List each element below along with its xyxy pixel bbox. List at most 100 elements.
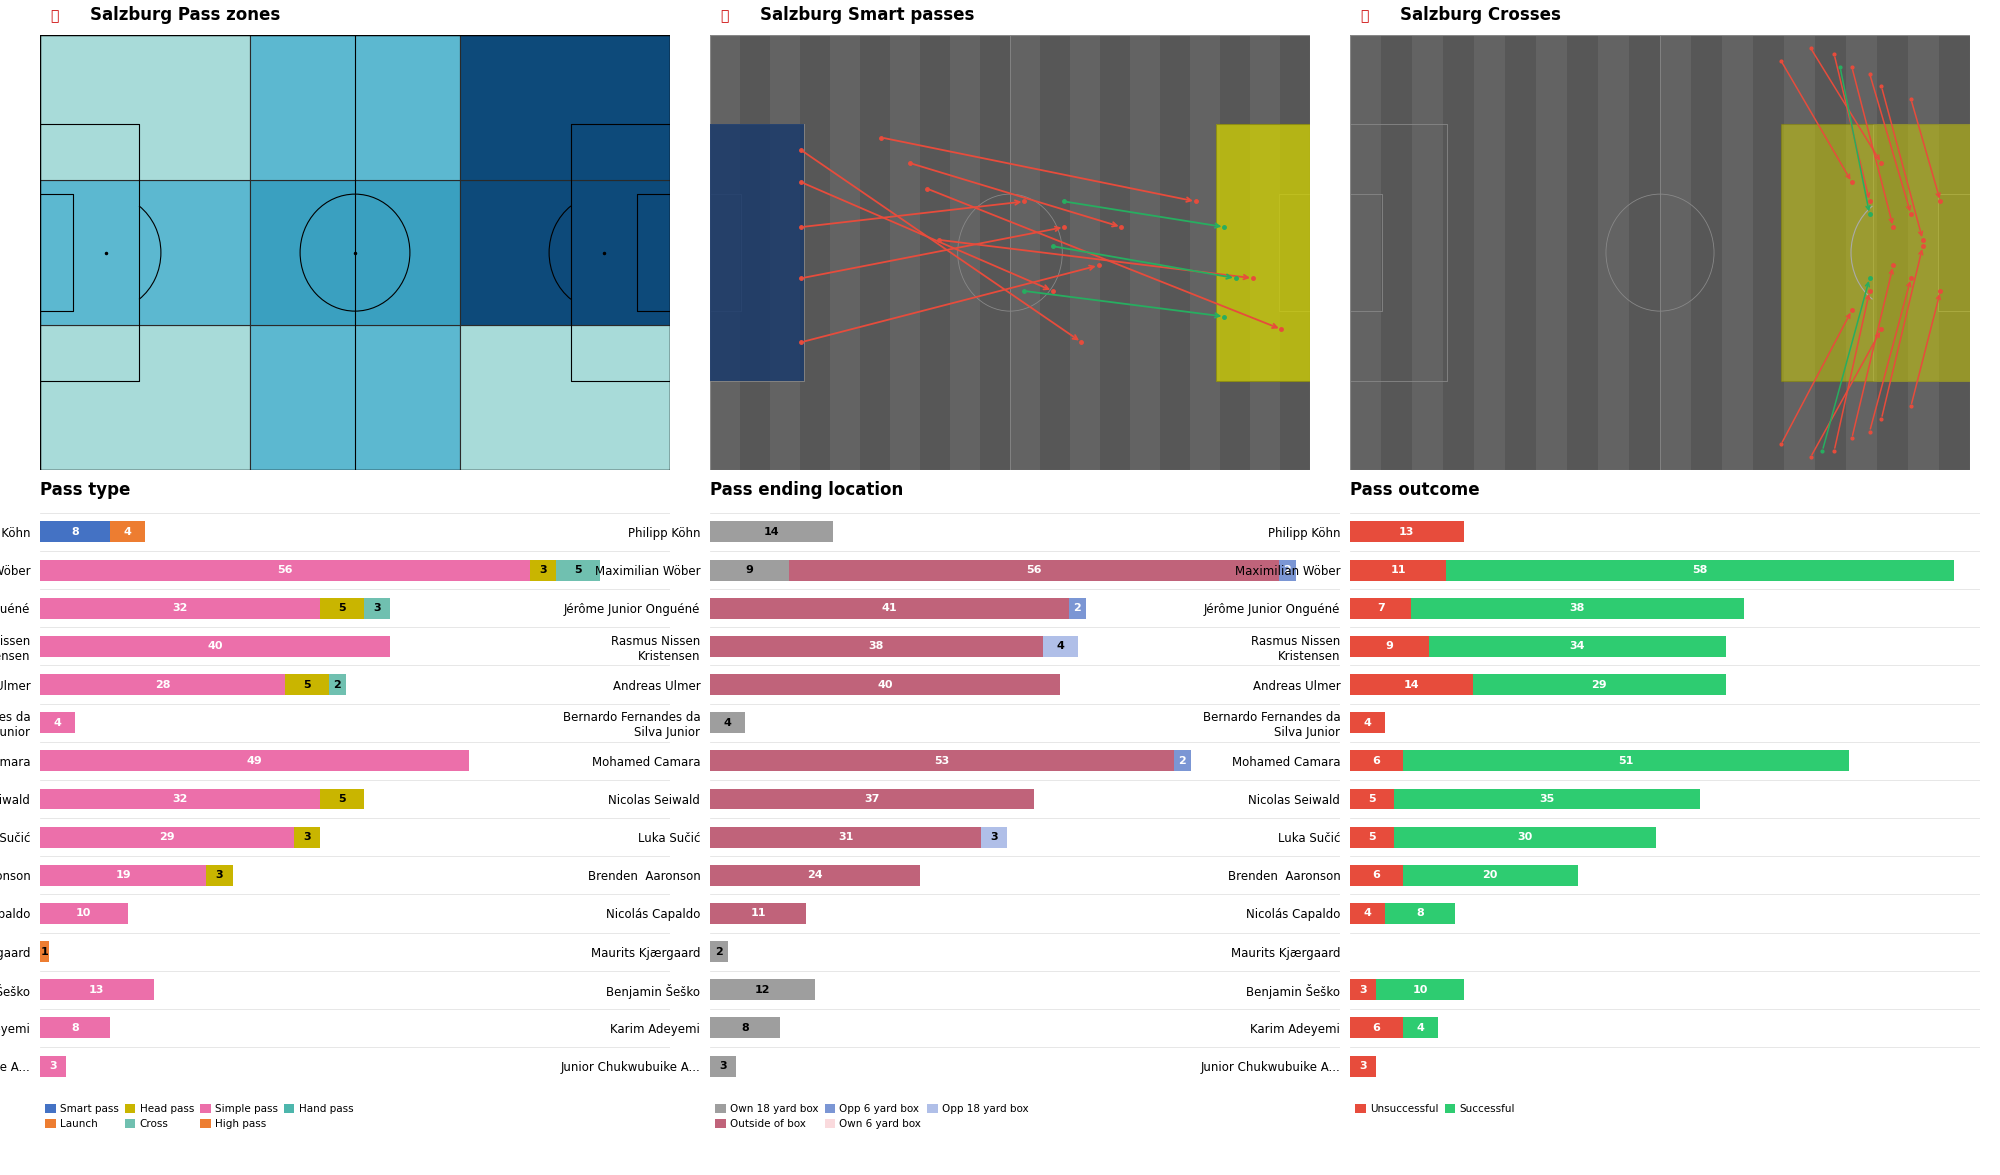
Bar (1130, 35, 1160, 470)
Bar (710, 788, 1034, 810)
Text: 8: 8 (72, 1023, 78, 1033)
Bar (1160, 35, 1190, 470)
Bar (1040, 35, 1070, 470)
Text: 3: 3 (50, 1061, 56, 1072)
Text: 3: 3 (304, 832, 310, 842)
Text: 2: 2 (1284, 565, 1292, 575)
Bar (710, 559, 788, 580)
Bar (1100, 35, 1130, 470)
Bar (1428, 636, 1726, 657)
Bar (40, 559, 530, 580)
Legend: Smart pass, Launch, Head pass, Cross, Simple pass, High pass, Hand pass: Smart pass, Launch, Head pass, Cross, Si… (46, 1103, 354, 1129)
Text: 56: 56 (278, 565, 292, 575)
Bar (788, 559, 1278, 580)
Bar (710, 35, 740, 470)
Bar (1394, 788, 1700, 810)
Bar (770, 35, 800, 470)
Bar (1376, 979, 1464, 1000)
Bar (1350, 979, 1376, 1000)
Bar (830, 35, 860, 470)
Text: 4: 4 (124, 526, 132, 537)
Bar (1042, 636, 1078, 657)
Text: Pass outcome: Pass outcome (1350, 482, 1480, 499)
Bar (110, 522, 144, 543)
Bar (320, 598, 364, 619)
Text: 53: 53 (934, 756, 950, 766)
Text: 29: 29 (1592, 679, 1608, 690)
Bar (460, 35, 670, 180)
Text: 56: 56 (1026, 565, 1042, 575)
Bar (980, 35, 1010, 470)
Bar (1472, 674, 1726, 696)
Legend: Unsuccessful, Successful: Unsuccessful, Successful (1356, 1103, 1514, 1114)
Bar (1536, 35, 1568, 470)
Bar (890, 35, 920, 470)
Bar (206, 865, 232, 886)
Bar (460, 325, 670, 470)
Text: 2: 2 (714, 947, 722, 956)
Bar (1782, 123, 1970, 382)
Text: 8: 8 (72, 526, 78, 537)
Bar (710, 636, 1042, 657)
Bar (710, 751, 1174, 771)
Text: 7: 7 (1376, 603, 1384, 613)
Text: 5: 5 (304, 679, 310, 690)
Bar (40, 522, 110, 543)
Bar (710, 865, 920, 886)
Text: 3: 3 (540, 565, 546, 575)
Text: 32: 32 (172, 794, 188, 804)
Text: 2: 2 (334, 679, 342, 690)
Bar (40, 827, 294, 847)
Text: Pass type: Pass type (40, 482, 130, 499)
Bar (250, 180, 460, 325)
Bar (982, 827, 1008, 847)
Bar (1660, 35, 1692, 470)
Bar (1350, 751, 1402, 771)
Bar (1216, 123, 1310, 382)
Bar (1692, 35, 1722, 470)
Bar (1010, 35, 1040, 470)
Text: 34: 34 (1570, 642, 1586, 651)
Bar (710, 941, 728, 962)
Text: 3: 3 (1360, 985, 1366, 995)
Bar (1784, 35, 1816, 470)
Bar (1174, 751, 1192, 771)
Bar (40, 1018, 110, 1039)
Bar (1402, 865, 1578, 886)
Bar (1350, 865, 1402, 886)
Bar (1220, 35, 1250, 470)
Text: 38: 38 (1570, 603, 1586, 613)
Bar (40, 1055, 66, 1076)
Bar (1190, 35, 1220, 470)
Bar (1350, 35, 1380, 470)
Bar (1876, 35, 1908, 470)
Bar (710, 827, 982, 847)
Text: 5: 5 (338, 794, 346, 804)
Bar (1384, 902, 1456, 924)
Bar (40, 865, 206, 886)
Bar (1070, 35, 1100, 470)
Text: 9: 9 (1386, 642, 1394, 651)
Bar (40, 674, 286, 696)
Text: Salzburg Pass zones: Salzburg Pass zones (90, 6, 280, 24)
Bar (710, 598, 1068, 619)
Bar (710, 123, 804, 382)
Bar (40, 35, 250, 180)
Text: 30: 30 (1518, 832, 1532, 842)
Text: 10: 10 (76, 908, 92, 919)
Text: 41: 41 (882, 603, 898, 613)
Text: 4: 4 (1056, 642, 1064, 651)
Bar (40, 902, 128, 924)
Text: 13: 13 (90, 985, 104, 995)
Bar (40, 325, 250, 470)
Bar (1350, 522, 1464, 543)
Text: 5: 5 (1368, 832, 1376, 842)
Bar (1350, 712, 1384, 733)
Text: 19: 19 (116, 871, 130, 880)
Bar (1350, 674, 1472, 696)
Bar (1444, 35, 1474, 470)
Bar (1350, 1055, 1376, 1076)
Bar (710, 979, 816, 1000)
Bar (1350, 1018, 1402, 1039)
Bar (1350, 559, 1446, 580)
